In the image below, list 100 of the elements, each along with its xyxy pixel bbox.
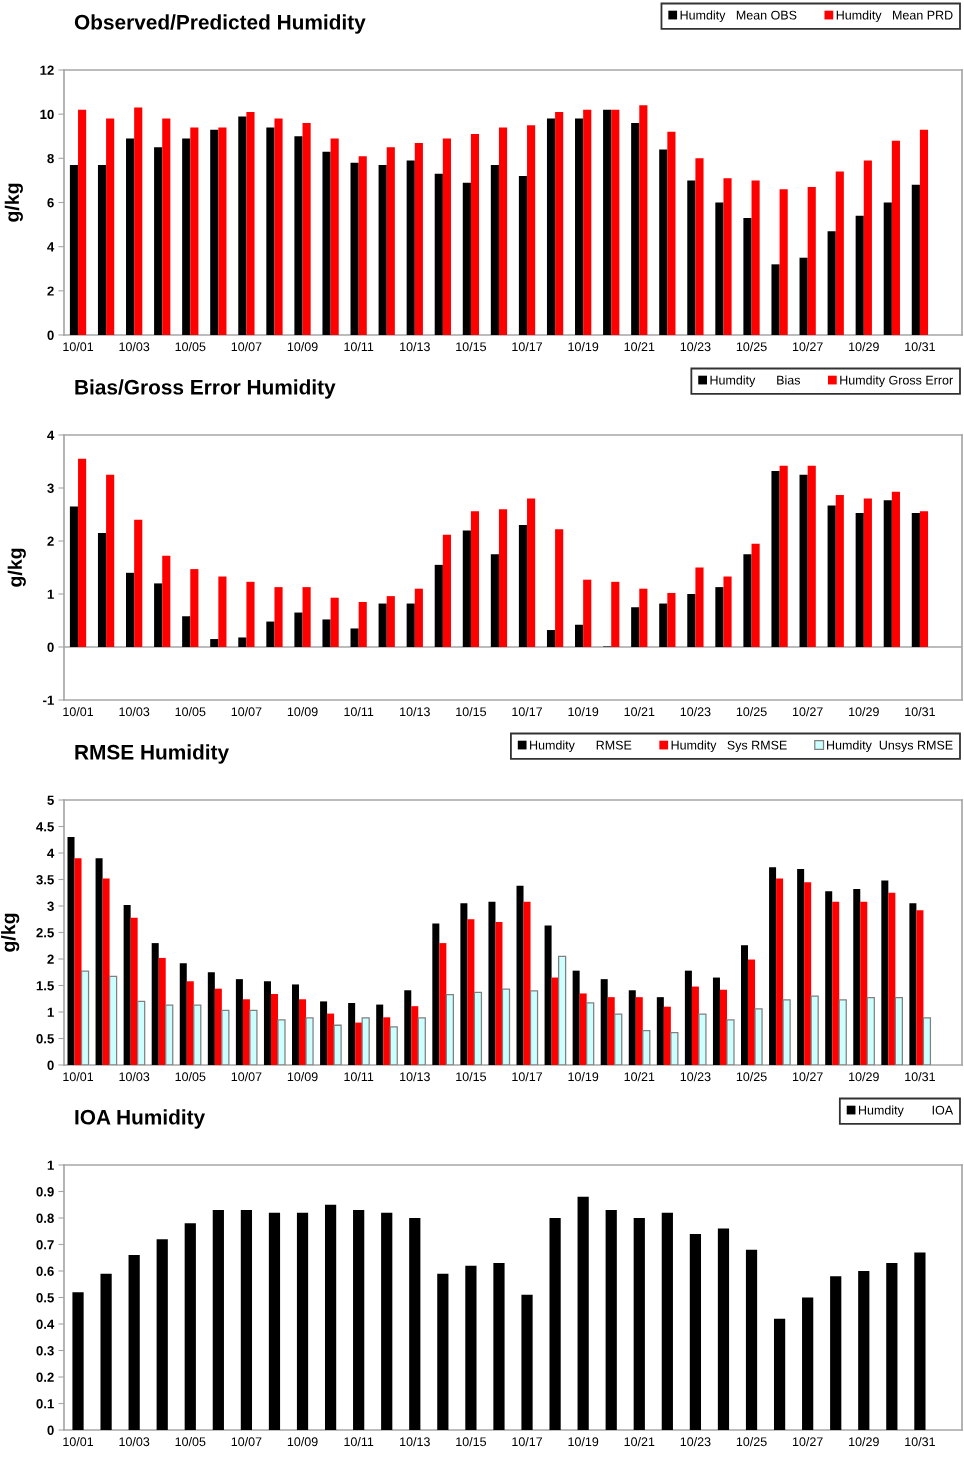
bar [378, 164, 387, 335]
x-tick-label: 10/01 [63, 341, 94, 352]
bar [106, 474, 115, 647]
x-tick-label: 10/17 [512, 1071, 543, 1082]
bar [667, 592, 676, 647]
bar [557, 955, 567, 1065]
bar [162, 118, 171, 335]
bar [80, 970, 90, 1065]
bar [804, 882, 812, 1065]
bar [134, 107, 143, 335]
bar [687, 594, 696, 647]
chart-title: Bias/Gross Error Humidity [75, 379, 336, 399]
y-tick-label: 4.5 [36, 822, 54, 832]
x-tick-label: 10/03 [119, 341, 150, 352]
bar [600, 979, 608, 1065]
bar [432, 923, 440, 1065]
bar [305, 1017, 314, 1065]
bar [330, 597, 339, 647]
bar [838, 999, 847, 1065]
bar [386, 147, 395, 335]
bar [123, 904, 131, 1065]
bar [575, 624, 584, 647]
bar [546, 118, 556, 335]
x-tick-label: 10/13 [400, 1071, 430, 1082]
bar [350, 162, 359, 335]
legend-label: Humdity Mean OBS [680, 10, 797, 23]
bar [488, 901, 496, 1065]
bar [769, 867, 777, 1065]
bar [322, 619, 331, 647]
bar [235, 979, 243, 1065]
y-tick-label: 6 [47, 198, 54, 208]
x-tick-label: 10/11 [344, 1436, 374, 1447]
bar [628, 990, 636, 1065]
bar [490, 554, 499, 647]
bar [498, 127, 508, 335]
bar [184, 1223, 196, 1430]
bar [827, 505, 836, 647]
bar [527, 125, 536, 335]
y-tick-label: 4 [47, 242, 55, 252]
bar [207, 972, 215, 1065]
bar [605, 1210, 617, 1430]
bar [782, 999, 791, 1065]
bar [751, 543, 760, 647]
chart-title: Observed/Predicted Humidity [74, 14, 366, 34]
bar [916, 910, 924, 1065]
bar [465, 1265, 477, 1430]
bar [460, 903, 468, 1065]
bar [751, 180, 760, 335]
bar [743, 554, 752, 647]
x-tick-label: 10/17 [512, 706, 543, 717]
y-tick-label: 0.9 [36, 1187, 54, 1197]
x-tick-label: 10/25 [736, 1436, 767, 1447]
x-tick-label: 10/25 [736, 706, 767, 717]
bar [611, 581, 620, 647]
y-tick-label: 0.4 [36, 1319, 55, 1329]
x-tick-label: 10/19 [568, 1071, 599, 1082]
bar [462, 530, 471, 647]
bar [577, 1196, 589, 1430]
legend-label: Humdity Unsys RMSE [827, 740, 953, 753]
bar [555, 529, 564, 647]
bar [583, 109, 592, 335]
bar [210, 639, 219, 647]
bar [182, 616, 191, 647]
x-tick-label: 10/15 [456, 341, 487, 352]
bar [126, 572, 135, 647]
bar [414, 588, 423, 647]
bar [165, 1004, 174, 1065]
bar [434, 564, 443, 647]
bar [350, 628, 359, 647]
bar [827, 231, 836, 335]
bar [97, 164, 107, 335]
bar [691, 986, 699, 1065]
x-tick-label: 10/29 [849, 706, 879, 717]
bar [521, 1294, 533, 1430]
x-tick-label: 10/11 [344, 341, 374, 352]
bar [130, 917, 138, 1065]
chart-title: RMSE Humidity [75, 744, 229, 764]
legend-label: Humdity IOA [858, 1105, 954, 1118]
x-tick-label: 10/23 [680, 1071, 711, 1082]
bar [911, 184, 920, 335]
bar [723, 576, 732, 647]
x-tick-label: 10/03 [119, 706, 150, 717]
x-tick-label: 10/03 [119, 1071, 150, 1082]
bar [779, 465, 788, 647]
bar [376, 1004, 384, 1065]
bar [745, 1249, 758, 1430]
bar [100, 1273, 112, 1430]
y-axis-title: g/kg [4, 183, 23, 222]
y-tick-label: 1 [47, 589, 54, 599]
bar [799, 474, 808, 647]
x-tick-label: 10/27 [792, 1071, 823, 1082]
bar [324, 1204, 337, 1430]
bar [715, 587, 724, 647]
bar [881, 880, 889, 1065]
bar [417, 1017, 426, 1065]
bar [493, 1263, 505, 1430]
bar [516, 885, 524, 1065]
bar [776, 878, 784, 1065]
bar [190, 569, 199, 647]
y-tick-label: 0 [47, 642, 54, 652]
